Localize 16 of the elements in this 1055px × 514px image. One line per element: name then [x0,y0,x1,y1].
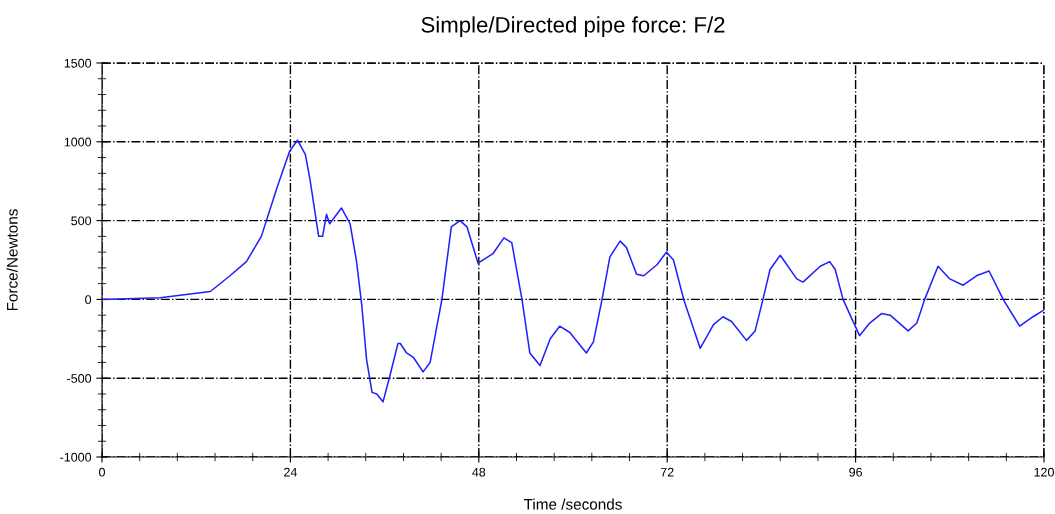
x-axis-title: Time /seconds [523,498,622,510]
y-tick-label: -1000 [60,452,92,462]
x-tick-label: 120 [1034,467,1054,477]
x-tick-label: 72 [660,467,674,477]
y-tick-label: 1000 [64,137,92,147]
y-tick-label: 0 [85,295,92,305]
chart-title: Simple/Directed pipe force: F/2 [421,16,725,38]
y-tick-label: 500 [71,216,92,226]
line-series [102,139,1044,403]
x-tick-label: 24 [284,467,297,477]
y-tick-label: -500 [67,374,92,383]
x-tick-label: 48 [472,467,486,477]
x-tick-label: 0 [99,467,105,477]
y-tick-label: 1500 [64,58,92,68]
x-tick-label: 96 [849,467,862,477]
y-axis-title: Force/Newtons [6,209,18,311]
